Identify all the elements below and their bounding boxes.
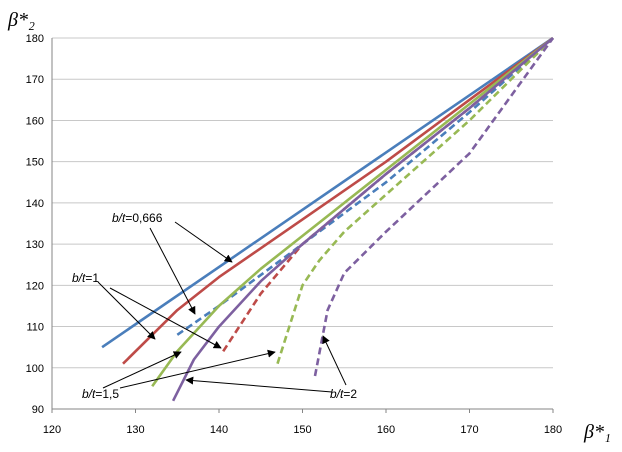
x-tick-label: 150 bbox=[293, 424, 311, 436]
x-axis-title: β*₁ bbox=[583, 421, 611, 443]
arrow-15-b bbox=[119, 349, 276, 389]
arrow-0666-b bbox=[149, 227, 196, 315]
annotation-arrows bbox=[97, 221, 347, 393]
y-tick-label: 130 bbox=[26, 239, 44, 251]
y-tick-label: 110 bbox=[26, 322, 44, 334]
arrow-1-b bbox=[109, 287, 222, 349]
arrow-2-b bbox=[322, 335, 347, 386]
x-tick-label: 130 bbox=[126, 424, 144, 436]
axes bbox=[51, 38, 554, 413]
y-tick-label: 140 bbox=[26, 198, 44, 210]
x-tick-label: 140 bbox=[210, 424, 228, 436]
arrow-0666-a bbox=[174, 221, 233, 263]
arrow-2-a bbox=[185, 376, 333, 393]
series-line-7 bbox=[313, 37, 555, 377]
tick-labels: 90 100 110 120 130 140 150 160 170 180 120 130 140 15… bbox=[26, 33, 563, 436]
y-tick-label: 150 bbox=[26, 157, 44, 169]
y-tick-label: 160 bbox=[26, 115, 44, 127]
series-line-1 bbox=[176, 37, 554, 336]
y-tick-label: 120 bbox=[26, 280, 44, 292]
x-tick-label: 160 bbox=[377, 424, 395, 436]
y-tick-label: 100 bbox=[26, 363, 44, 375]
arrow-15-a bbox=[102, 351, 182, 389]
series-line-0 bbox=[101, 36, 554, 349]
annotation-bt-15: b/t=1,5 bbox=[82, 387, 119, 401]
y-tick-label: 90 bbox=[32, 404, 44, 416]
series-lines bbox=[101, 36, 555, 402]
series-line-2 bbox=[122, 36, 554, 365]
series-line-4 bbox=[151, 36, 554, 388]
arrow-1-a bbox=[97, 281, 156, 340]
y-tick-label: 170 bbox=[26, 74, 44, 86]
y-tick-label: 180 bbox=[26, 33, 44, 45]
y-axis-title: β*₂ bbox=[7, 9, 35, 31]
x-tick-label: 170 bbox=[460, 424, 478, 436]
annotation-bt-1: b/t=1 bbox=[72, 271, 99, 285]
annotation-bt-0666: b/t=0,666 bbox=[112, 211, 163, 225]
annotation-bt-2: b/t=2 bbox=[330, 387, 357, 401]
x-tick-label: 180 bbox=[544, 424, 562, 436]
series-line-5 bbox=[276, 37, 554, 365]
x-tick-label: 120 bbox=[43, 424, 61, 436]
series-line-6 bbox=[171, 37, 554, 402]
